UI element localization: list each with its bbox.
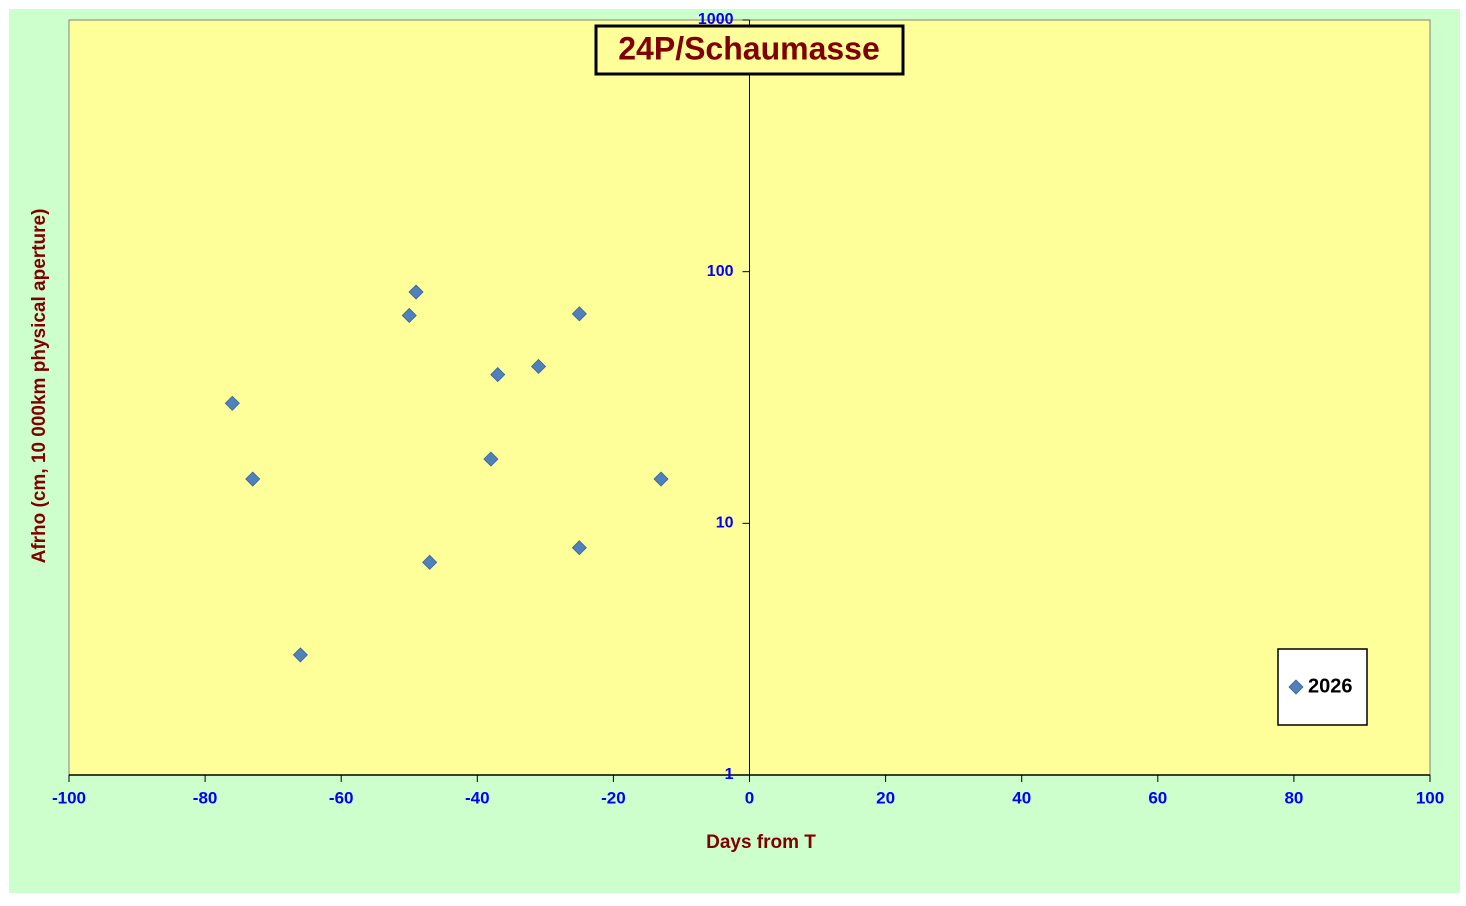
title-box <box>594 24 905 76</box>
y-tick-label: 10 <box>716 515 734 532</box>
data-point <box>422 554 438 570</box>
x-tick-label: -20 <box>601 788 626 807</box>
x-tick-label: 80 <box>1284 788 1303 807</box>
legend-label: 2026 <box>1308 675 1353 697</box>
y-tick-label: 100 <box>707 263 734 280</box>
x-tick-label: 0 <box>745 788 754 807</box>
x-axis-label: Days from T <box>706 832 816 853</box>
x-tick-label: 100 <box>1416 788 1444 807</box>
data-point <box>408 284 424 300</box>
data-point <box>224 395 240 411</box>
legend-marker <box>1288 679 1304 695</box>
data-point <box>245 471 261 487</box>
data-point <box>483 451 499 467</box>
data-point <box>530 358 547 375</box>
x-tick-label: 60 <box>1148 788 1167 807</box>
x-tick-label: -100 <box>52 788 86 807</box>
y-tick-label: 1000 <box>698 11 734 28</box>
data-point <box>292 647 308 663</box>
x-tick-label: 40 <box>1012 788 1031 807</box>
plot-layer: -100 -80 -60 -40 -20 0 20 40 60 80 100 1 10 100 1000 <box>52 11 1444 807</box>
x-tick-label: -60 <box>329 788 354 807</box>
y-axis-label: Afrho (cm, 10 000km physical aperture) <box>29 209 50 564</box>
data-point <box>653 471 669 487</box>
x-tick-label: -80 <box>193 788 218 807</box>
data-point <box>571 540 587 556</box>
x-tick-label: 20 <box>876 788 895 807</box>
x-tick-label: -40 <box>465 788 490 807</box>
data-point <box>490 367 506 383</box>
y-tick-label: 1 <box>725 766 734 783</box>
chart-title: 24P/Schaumasse <box>618 30 880 66</box>
data-point <box>401 307 417 324</box>
data-point <box>571 306 587 322</box>
